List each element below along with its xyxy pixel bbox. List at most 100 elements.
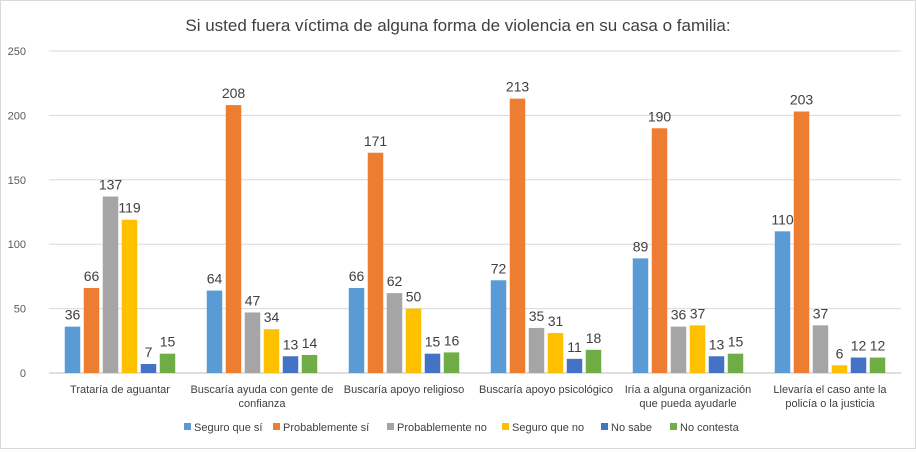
data-label: 35 bbox=[529, 308, 545, 324]
data-label: 15 bbox=[160, 334, 176, 350]
bar bbox=[547, 333, 564, 373]
data-label: 7 bbox=[145, 344, 153, 360]
category-label: policía o la justicia bbox=[785, 398, 875, 410]
bar bbox=[159, 353, 176, 373]
y-tick-label: 150 bbox=[8, 175, 26, 187]
bar bbox=[585, 349, 602, 373]
category-label: Iría a alguna organización bbox=[625, 384, 752, 396]
y-tick-label: 200 bbox=[8, 110, 26, 122]
bar bbox=[102, 196, 119, 373]
legend-label: No sabe bbox=[611, 422, 652, 434]
bar bbox=[263, 329, 280, 373]
y-axis-ticks: 0 50 100 150 200 250 bbox=[8, 46, 26, 380]
data-label: 18 bbox=[586, 330, 602, 346]
bar bbox=[301, 354, 318, 373]
legend: Seguro que sí Probablemente sí Probablemen… bbox=[184, 422, 740, 434]
bar bbox=[64, 326, 81, 373]
data-label: 208 bbox=[222, 85, 246, 101]
bar bbox=[490, 280, 507, 373]
data-label: 213 bbox=[506, 79, 530, 95]
category-label: Buscaría ayuda con gente de bbox=[190, 384, 333, 396]
y-tick-label: 50 bbox=[14, 304, 26, 316]
data-label: 13 bbox=[709, 336, 725, 352]
legend-label: Seguro que sí bbox=[194, 422, 263, 434]
data-label: 15 bbox=[728, 334, 744, 350]
bar bbox=[225, 105, 242, 373]
bar bbox=[206, 290, 223, 373]
bar bbox=[670, 326, 687, 373]
bar bbox=[566, 358, 583, 373]
data-label: 31 bbox=[548, 313, 564, 329]
bar bbox=[632, 258, 649, 373]
category-label: que pueda ayudarle bbox=[639, 398, 736, 410]
bar bbox=[424, 353, 441, 373]
data-label: 119 bbox=[118, 200, 141, 216]
data-label: 203 bbox=[790, 92, 814, 108]
category-label: Buscaría apoyo religioso bbox=[344, 384, 464, 396]
data-label: 6 bbox=[836, 345, 844, 361]
bar bbox=[689, 325, 706, 373]
data-label: 13 bbox=[283, 336, 299, 352]
bar bbox=[831, 365, 848, 373]
legend-swatch bbox=[387, 423, 394, 430]
bar bbox=[405, 308, 422, 373]
bar bbox=[528, 327, 545, 373]
data-label: 11 bbox=[567, 339, 582, 355]
bar bbox=[244, 312, 261, 373]
bar bbox=[651, 128, 668, 373]
bar bbox=[348, 287, 365, 373]
data-label: 110 bbox=[771, 211, 794, 227]
data-label: 66 bbox=[84, 268, 100, 284]
legend-swatch bbox=[601, 423, 608, 430]
bar bbox=[869, 357, 886, 373]
legend-swatch bbox=[502, 423, 509, 430]
bar bbox=[367, 152, 384, 373]
data-label: 64 bbox=[207, 271, 223, 287]
data-label: 37 bbox=[690, 305, 706, 321]
data-label: 12 bbox=[851, 338, 867, 354]
data-label: 16 bbox=[444, 332, 460, 348]
data-label: 89 bbox=[633, 238, 649, 254]
bar bbox=[708, 356, 725, 373]
data-label: 14 bbox=[302, 335, 318, 351]
data-label: 15 bbox=[425, 334, 441, 350]
category-label: Buscaría apoyo psicológico bbox=[479, 384, 613, 396]
data-label: 34 bbox=[264, 309, 280, 325]
y-tick-label: 100 bbox=[8, 239, 26, 251]
data-label: 37 bbox=[813, 305, 829, 321]
legend-swatch bbox=[273, 423, 280, 430]
bar bbox=[140, 363, 157, 373]
data-label: 171 bbox=[364, 133, 388, 149]
data-label: 66 bbox=[349, 268, 365, 284]
chart-title: Si usted fuera víctima de alguna forma d… bbox=[185, 16, 730, 35]
bars bbox=[64, 98, 886, 373]
data-label: 50 bbox=[406, 289, 422, 305]
bar bbox=[83, 287, 100, 373]
bar bbox=[793, 111, 810, 373]
gridlines bbox=[49, 50, 901, 374]
y-tick-label: 250 bbox=[8, 46, 26, 58]
data-label: 190 bbox=[648, 108, 672, 124]
legend-label: Seguro que no bbox=[512, 422, 584, 434]
category-label: Llevaría el caso ante la bbox=[773, 384, 887, 396]
data-label: 47 bbox=[245, 292, 261, 308]
data-label: 36 bbox=[65, 307, 81, 323]
bar bbox=[509, 98, 526, 373]
bar bbox=[812, 325, 829, 373]
y-tick-label: 0 bbox=[20, 368, 26, 380]
category-label: Trataría de aguantar bbox=[70, 384, 170, 396]
legend-swatch bbox=[670, 423, 677, 430]
data-label: 12 bbox=[870, 338, 886, 354]
data-label: 36 bbox=[671, 307, 687, 323]
bar bbox=[443, 352, 460, 373]
bar bbox=[282, 356, 299, 373]
legend-label: No contesta bbox=[680, 422, 740, 434]
category-label: confianza bbox=[238, 398, 286, 410]
bar bbox=[774, 231, 791, 373]
bar bbox=[727, 353, 744, 373]
x-axis-categories: Trataría de aguantar Buscaría ayuda con g… bbox=[70, 384, 887, 410]
bar bbox=[386, 293, 403, 373]
